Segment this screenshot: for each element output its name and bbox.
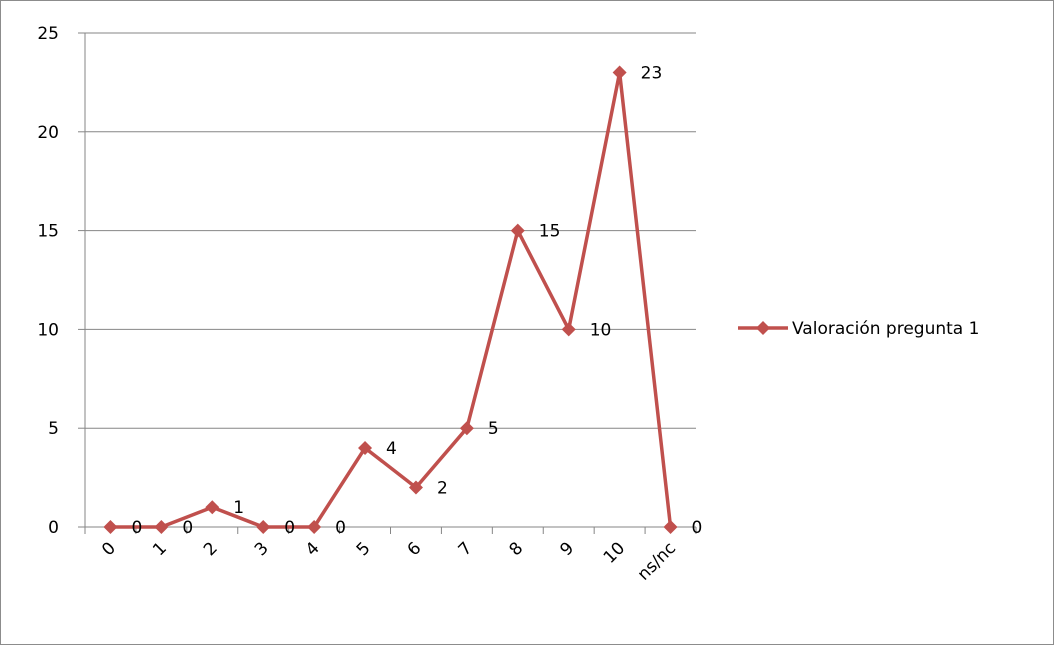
x-tick-label: 8 bbox=[506, 538, 528, 560]
x-tick-label: 9 bbox=[556, 538, 578, 560]
legend: Valoración pregunta 1 bbox=[738, 319, 979, 339]
data-point-marker bbox=[256, 520, 271, 534]
data-label: 0 bbox=[692, 518, 703, 538]
legend-label: Valoración pregunta 1 bbox=[792, 319, 979, 339]
y-tick-label: 0 bbox=[48, 518, 59, 538]
data-label: 4 bbox=[386, 439, 397, 459]
data-point-marker bbox=[561, 322, 576, 337]
data-label: 23 bbox=[641, 64, 663, 84]
series-layer bbox=[103, 65, 678, 534]
x-tick-label: 6 bbox=[404, 538, 426, 560]
legend-marker bbox=[756, 321, 770, 335]
data-label: 0 bbox=[182, 518, 193, 538]
data-point-marker bbox=[205, 500, 220, 515]
x-tick-label: ns/nc bbox=[634, 538, 680, 584]
data-label: 2 bbox=[437, 478, 448, 498]
x-tick-label: 7 bbox=[455, 538, 477, 560]
data-label: 1 bbox=[233, 498, 244, 518]
x-tick-label: 0 bbox=[98, 538, 120, 560]
data-point-marker bbox=[663, 520, 678, 534]
data-point-marker bbox=[459, 421, 474, 436]
x-tick-label: 5 bbox=[353, 538, 375, 560]
data-point-marker bbox=[612, 65, 627, 80]
data-label: 5 bbox=[488, 419, 499, 439]
x-tick-label: 3 bbox=[251, 538, 273, 560]
x-tick-label: 1 bbox=[149, 538, 171, 560]
y-tick-label: 15 bbox=[37, 222, 59, 242]
data-label: 15 bbox=[539, 222, 561, 242]
data-point-marker bbox=[103, 520, 118, 534]
x-tick-label: 4 bbox=[302, 538, 324, 560]
gridlines bbox=[85, 32, 696, 429]
y-tick-label: 20 bbox=[37, 123, 59, 143]
data-point-marker bbox=[307, 520, 322, 534]
y-tick-label: 10 bbox=[37, 320, 59, 340]
data-point-marker bbox=[154, 520, 169, 534]
x-tick-label: 10 bbox=[600, 538, 629, 567]
data-label: 0 bbox=[284, 518, 295, 538]
series-line bbox=[108, 70, 673, 529]
y-tick-label: 5 bbox=[48, 419, 59, 439]
y-tick-label: 25 bbox=[37, 24, 59, 44]
data-label: 0 bbox=[131, 518, 142, 538]
data-point-marker bbox=[408, 480, 423, 495]
data-point-marker bbox=[510, 223, 525, 238]
data-point-marker bbox=[358, 440, 373, 455]
data-label: 0 bbox=[335, 518, 346, 538]
x-tick-label: 2 bbox=[200, 538, 222, 560]
data-label: 10 bbox=[590, 320, 612, 340]
